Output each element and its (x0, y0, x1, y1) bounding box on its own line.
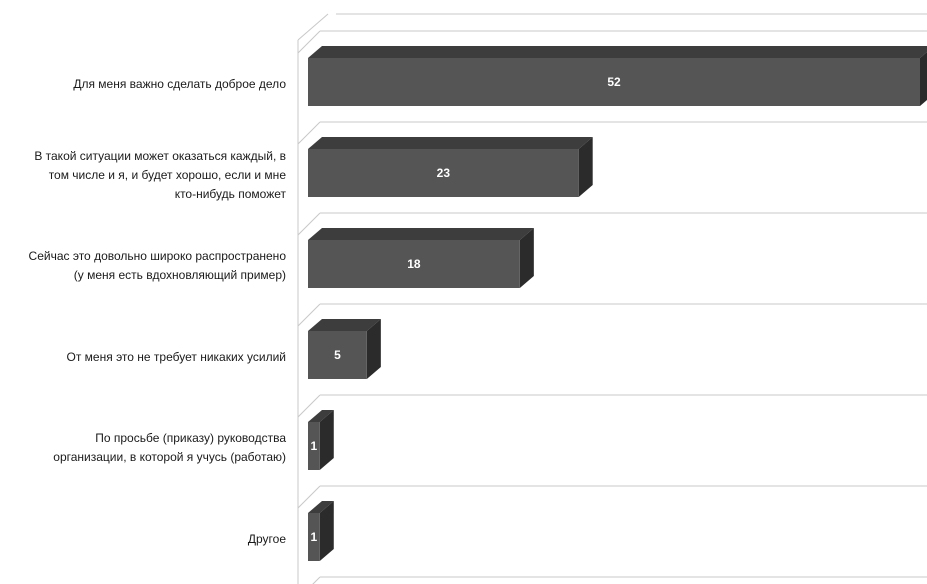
wall-edge (297, 394, 321, 418)
category-label-line: организации, в которой я учусь (работаю) (53, 450, 286, 464)
bar-front-face (308, 513, 320, 561)
category-label: По просьбе (приказу) руководства организа… (0, 429, 286, 467)
bar-side-face (366, 319, 381, 379)
bar (308, 410, 334, 470)
bar (308, 228, 534, 288)
category-label-line: кто-нибудь поможет (174, 186, 286, 201)
category-label-line: том числе и я, и будет хорошо, если и мн… (48, 167, 286, 182)
wall-edge (312, 576, 321, 584)
category-label: Для меня важно сделать доброе дело (0, 75, 286, 94)
data-label: 1 (311, 530, 318, 544)
data-label: 1 (311, 439, 318, 453)
wall-edge (297, 212, 321, 236)
data-label: 5 (334, 348, 341, 362)
bar (308, 501, 334, 561)
wall-edge (297, 303, 321, 327)
bar-top-face (308, 228, 534, 240)
category-label-line: От меня это не требует никаких усилий (66, 349, 286, 364)
category-label: Другое (0, 530, 286, 549)
data-label: 23 (437, 166, 451, 180)
category-label: Сейчас это довольно широко распространен… (0, 247, 286, 285)
bar-side-face (578, 137, 593, 197)
bar-side-face (319, 410, 334, 470)
wall-edge (297, 121, 321, 145)
category-label-line: Сейчас это довольно широко распространен… (28, 249, 286, 263)
bars (308, 46, 927, 561)
bar (308, 46, 927, 106)
bar-front-face (308, 58, 920, 106)
bar-side-face (920, 52, 927, 106)
wall-edge (297, 485, 321, 509)
data-label: 52 (607, 75, 621, 89)
bar (308, 319, 381, 379)
category-label-line: Другое (247, 531, 286, 546)
bar-side-face (319, 501, 334, 561)
bar-front-face (308, 422, 320, 470)
wall-edge (297, 30, 321, 54)
category-label-line: Для меня важно сделать доброе дело (73, 76, 286, 91)
category-label-line: (у меня есть вдохновляющий пример) (73, 268, 286, 282)
data-label: 18 (407, 257, 421, 271)
bar-top-face (308, 319, 381, 331)
bar-side-face (519, 228, 534, 288)
bar-front-face (308, 240, 520, 288)
category-label: В такой ситуации может оказаться каждый,… (0, 147, 286, 204)
category-label: От меня это не требует никаких усилий (0, 348, 286, 367)
bar-top-face (308, 137, 593, 149)
bar-front-face (308, 331, 367, 379)
wall-top-edge (297, 13, 329, 41)
category-label-line: В такой ситуации может оказаться каждый,… (34, 148, 286, 163)
category-label-line: По просьбе (приказу) руководства (95, 431, 286, 445)
data-labels: 52 23 18 5 1 1 (311, 75, 621, 544)
bar (308, 137, 593, 197)
bar-front-face (308, 149, 579, 197)
gridlines (297, 13, 927, 584)
bar-top-face (308, 410, 334, 422)
bar-top-face (308, 501, 334, 513)
bar-top-face (308, 46, 927, 58)
